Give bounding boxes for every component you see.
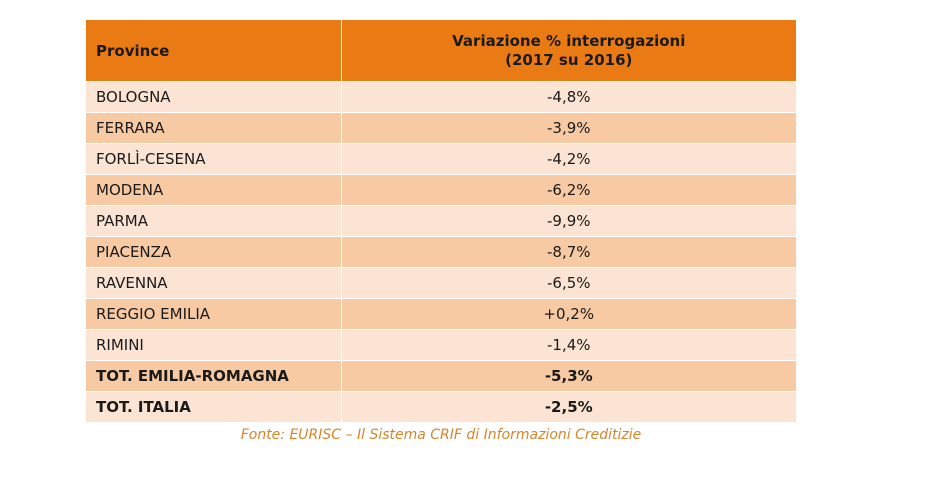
table-row: RIMINI -1,4% — [86, 329, 796, 361]
table-row: RAVENNA -6,5% — [86, 267, 796, 299]
province-name-cell: PARMA — [86, 205, 341, 237]
column-header-variation-line2: (2017 su 2016) — [505, 50, 633, 69]
variation-value-cell: -4,2% — [340, 143, 796, 175]
table-row: REGGIO EMILIA +0,2% — [86, 298, 796, 330]
province-name-cell: PIACENZA — [86, 236, 341, 268]
province-table-container: Province Variazione % interrogazioni (20… — [86, 20, 796, 422]
column-header-variation: Variazione % interrogazioni (2017 su 201… — [340, 20, 796, 82]
column-header-variation-line1: Variazione % interrogazioni — [452, 31, 686, 50]
header-row: Province Variazione % interrogazioni (20… — [86, 20, 796, 82]
table-header: Province Variazione % interrogazioni (20… — [86, 20, 796, 82]
table-row: BOLOGNA -4,8% — [86, 81, 796, 113]
province-name-cell: TOT. ITALIA — [86, 391, 341, 422]
variation-value-cell: -6,5% — [340, 267, 796, 299]
variation-value-cell: -4,8% — [340, 81, 796, 113]
table-row: PIACENZA -8,7% — [86, 236, 796, 268]
variation-value-cell: -8,7% — [340, 236, 796, 268]
table-total-row: TOT. ITALIA -2,5% — [86, 391, 796, 422]
variation-value-cell: -1,4% — [340, 329, 796, 361]
province-name-cell: TOT. EMILIA-ROMAGNA — [86, 360, 341, 392]
variation-value-cell: -3,9% — [340, 112, 796, 144]
variation-value-cell: -2,5% — [340, 391, 796, 422]
variation-value-cell: +0,2% — [340, 298, 796, 330]
table-body: BOLOGNA -4,8% FERRARA -3,9% FORLÌ-CESENA -4,2… — [86, 81, 796, 422]
table-row: PARMA -9,9% — [86, 205, 796, 237]
province-name-cell: REGGIO EMILIA — [86, 298, 341, 330]
column-header-province: Province — [86, 20, 341, 82]
province-name-cell: RIMINI — [86, 329, 341, 361]
table-row: FORLÌ-CESENA -4,2% — [86, 143, 796, 175]
variation-value-cell: -9,9% — [340, 205, 796, 237]
province-name-cell: FERRARA — [86, 112, 341, 144]
province-name-cell: BOLOGNA — [86, 81, 341, 113]
source-note: Fonte: EURISC – Il Sistema CRIF di Infor… — [240, 427, 642, 443]
table-row: MODENA -6,2% — [86, 174, 796, 206]
variation-value-cell: -6,2% — [340, 174, 796, 206]
province-name-cell: RAVENNA — [86, 267, 341, 299]
province-variation-table: Province Variazione % interrogazioni (20… — [86, 20, 796, 422]
table-row: FERRARA -3,9% — [86, 112, 796, 144]
table-total-row: TOT. EMILIA-ROMAGNA -5,3% — [86, 360, 796, 392]
province-name-cell: FORLÌ-CESENA — [86, 143, 341, 175]
variation-value-cell: -5,3% — [340, 360, 796, 392]
province-name-cell: MODENA — [86, 174, 341, 206]
